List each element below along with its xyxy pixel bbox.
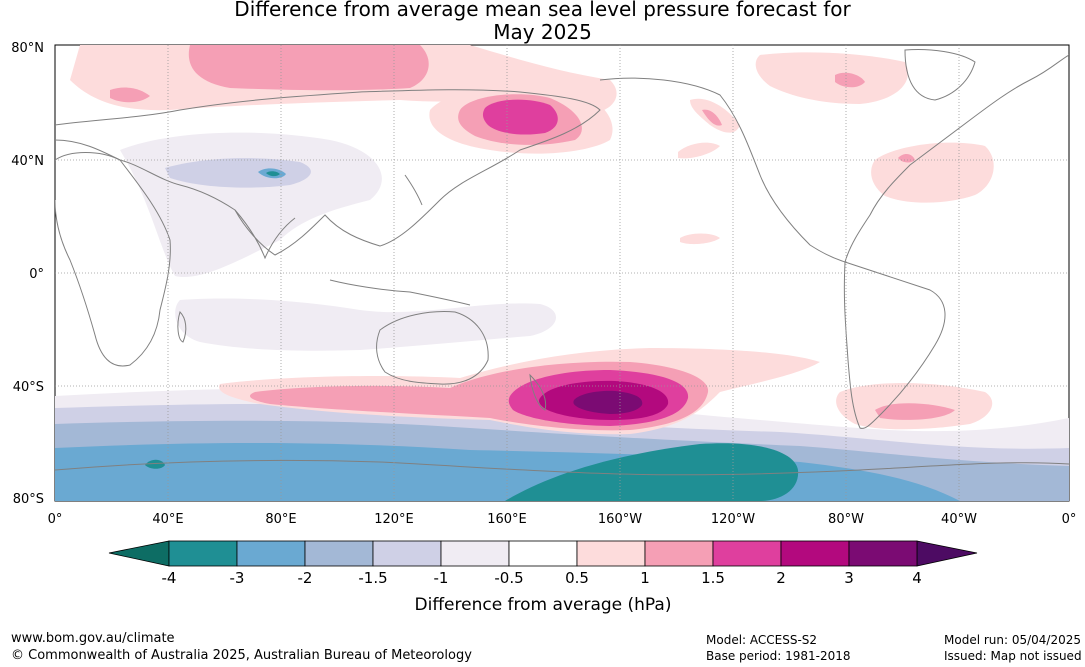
colorbar-box bbox=[712, 540, 782, 567]
coast-africa bbox=[55, 152, 171, 367]
colorbar-box bbox=[848, 540, 918, 567]
colorbar: -4 -3 -2 -1.5 -1 -0.5 0.5 1 1.5 2 3 4 bbox=[108, 540, 978, 587]
positive-pacific-small bbox=[680, 233, 720, 245]
positive-south-3 bbox=[573, 390, 643, 414]
colorbar-high-extend bbox=[916, 540, 978, 567]
coast-eurasia bbox=[55, 89, 601, 256]
footer-copyright: © Commonwealth of Australia 2025, Austra… bbox=[11, 648, 472, 663]
negative-core-small bbox=[145, 459, 165, 469]
coast-south-america bbox=[843, 261, 946, 429]
colorbar-tick-label: -3 bbox=[230, 569, 245, 587]
lon-label-40e: 40°E bbox=[152, 512, 183, 527]
lon-label-80w: 80°W bbox=[828, 512, 864, 527]
lat-label-40n: 40°N bbox=[11, 154, 44, 169]
coast-antarctica bbox=[55, 459, 1069, 476]
colorbar-tick-label: 1.5 bbox=[701, 569, 725, 587]
colorbar-tick-label: -2 bbox=[298, 569, 313, 587]
colorbar-box bbox=[780, 540, 850, 567]
colorbar-label: Difference from average (hPa) bbox=[415, 595, 672, 615]
colorbar-tick-label: -4 bbox=[162, 569, 177, 587]
negative-asia-core-inner bbox=[266, 171, 280, 177]
positive-npacific-1p5 bbox=[482, 99, 558, 135]
lon-label-0-right: 0° bbox=[1062, 512, 1077, 527]
footer-model-run: Model run: 05/04/2025 bbox=[944, 633, 1082, 647]
positive-canada-arctic-core bbox=[835, 72, 865, 88]
positive-alaska-core bbox=[702, 109, 722, 126]
map-title-line1: Difference from average mean sea level p… bbox=[234, 0, 851, 21]
lon-label-160e: 160°E bbox=[487, 512, 527, 527]
colorbar-tick-label: -1 bbox=[434, 569, 449, 587]
lat-label-40s: 40°S bbox=[13, 380, 44, 395]
map-title-line2: May 2025 bbox=[493, 20, 592, 44]
lon-label-120w: 120°W bbox=[711, 512, 755, 527]
positive-arctic-west bbox=[110, 87, 150, 103]
colorbar-box bbox=[644, 540, 714, 567]
lon-label-120e: 120°E bbox=[374, 512, 414, 527]
colorbar-box bbox=[440, 540, 510, 567]
lat-label-equator: 0° bbox=[29, 267, 44, 282]
coast-australia bbox=[376, 311, 489, 385]
colorbar-box bbox=[236, 540, 306, 567]
colorbar-tick-label: 4 bbox=[912, 569, 922, 587]
colorbar-tick-label: 2 bbox=[776, 569, 786, 587]
positive-south-atlantic-core bbox=[875, 403, 955, 420]
footer-base-period: Base period: 1981-2018 bbox=[706, 649, 851, 663]
coast-japan bbox=[404, 174, 423, 206]
lon-label-40w: 40°W bbox=[941, 512, 977, 527]
coast-north-america bbox=[599, 54, 1069, 263]
coastlines bbox=[55, 49, 1069, 476]
colorbar-box bbox=[168, 540, 238, 567]
footer-website: www.bom.gov.au/climate bbox=[11, 631, 175, 646]
colorbar-box bbox=[508, 540, 578, 567]
colorbar-box bbox=[372, 540, 442, 567]
footer-issued: Issued: Map not issued bbox=[944, 649, 1082, 663]
lon-label-160w: 160°W bbox=[598, 512, 642, 527]
colorbar-tick-label: -0.5 bbox=[494, 569, 523, 587]
lon-label-0-left: 0° bbox=[48, 512, 63, 527]
coast-madagascar bbox=[177, 311, 187, 343]
lon-label-80e: 80°E bbox=[265, 512, 296, 527]
coast-indonesia bbox=[329, 279, 471, 306]
colorbar-low-extend bbox=[108, 540, 170, 567]
colorbar-box bbox=[576, 540, 646, 567]
colorbar-box bbox=[304, 540, 374, 567]
negative-indian-ocean bbox=[175, 298, 557, 351]
negative-asia-1p5 bbox=[165, 158, 311, 188]
graticule bbox=[55, 45, 1069, 501]
colorbar-tick-label: 1 bbox=[640, 569, 650, 587]
footer-model: Model: ACCESS-S2 bbox=[706, 633, 818, 647]
positive-east-pacific-small bbox=[678, 142, 720, 159]
coast-india bbox=[234, 209, 296, 260]
coast-new-zealand bbox=[529, 373, 547, 411]
coast-greenland bbox=[904, 49, 976, 101]
positive-arctic-1 bbox=[188, 45, 429, 91]
colorbar-tick-label: 3 bbox=[844, 569, 854, 587]
lat-label-80n: 80°N bbox=[11, 41, 44, 56]
lat-label-80s: 80°S bbox=[13, 492, 44, 507]
colorbar-tick-label: 0.5 bbox=[565, 569, 589, 587]
negative-core-pacific-sector bbox=[505, 443, 799, 501]
positive-canada-arctic bbox=[755, 52, 908, 104]
colorbar-tick-label: -1.5 bbox=[358, 569, 387, 587]
